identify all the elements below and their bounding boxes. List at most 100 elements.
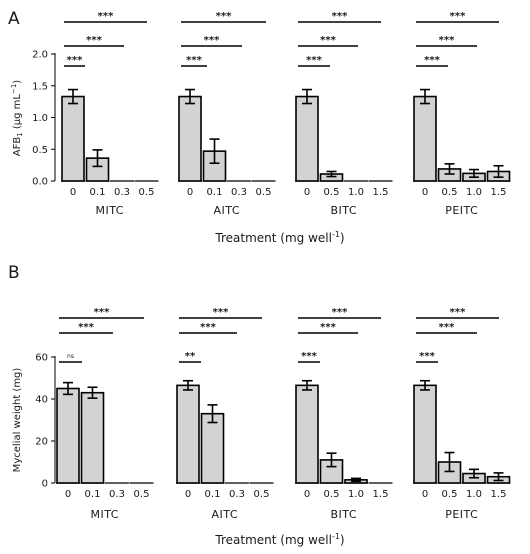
panel-b-group-label: AITC [211, 508, 238, 521]
panel-a-sig-label: *** [67, 55, 83, 66]
panel-a-sig-label: *** [186, 55, 202, 66]
panel-a-ylabel-main: AFB [12, 137, 23, 157]
panel-b-xlabel-close: ) [340, 533, 345, 547]
panel-b-x-tick-label: 0.5 [442, 489, 458, 500]
panel-b-sig-label: ns [67, 353, 74, 360]
panel-b-sig-label: *** [94, 307, 110, 318]
panel-b-sig-label: *** [439, 322, 455, 333]
panel-a-x-tick-label: 1.5 [373, 187, 389, 198]
panel-a-label: A [8, 9, 20, 29]
panel-a-x-tick-label: 0.5 [442, 187, 458, 198]
panel-a-bar [61, 95, 85, 182]
panel-b-x-tick-label: 1.5 [491, 489, 507, 500]
panel-b-sig-label: *** [213, 307, 229, 318]
panel-a-x-tick-label: 0.3 [114, 187, 130, 198]
panel-a-xlabel: Treatment (mg well-1) [214, 230, 344, 245]
panel-a-sig-label: *** [439, 35, 455, 46]
panel-a-group-label: BITC [330, 204, 357, 217]
panel-a-y-tick-label: 2.0 [32, 50, 48, 61]
panel-a-xlabel-sup: -1 [332, 230, 340, 239]
panel-a-x-tick-label: 0 [70, 187, 76, 198]
panel-b-y-tick-label: 20 [35, 437, 48, 448]
panel-a-x-tick-label: 0 [304, 187, 310, 198]
panel-b-label: B [8, 263, 20, 283]
panel-a-sig-label: *** [320, 35, 336, 46]
panel-a-group-label: AITC [213, 204, 240, 217]
panel-b-x-tick-label: 0.3 [229, 489, 245, 500]
panel-a: A AFB1 (μg mL−1) Treatment (mg well-1) [8, 9, 345, 245]
panel-b-sig-label: *** [78, 322, 94, 333]
panel-b-x-tick-label: 1.0 [466, 489, 482, 500]
panel-b-group-label: PEITC [445, 508, 478, 521]
panel-a-ylabel: AFB1 (μg mL−1) [10, 80, 24, 157]
panel-b-bar [176, 384, 200, 484]
panel-b-bar [295, 384, 319, 484]
panel-b-x-tick-label: 1.5 [373, 489, 389, 500]
panel-b-xlabel-main: Treatment (mg well [214, 533, 332, 547]
panel-b-y-tick-label: 60 [35, 353, 48, 364]
panel-a-sig-label: *** [86, 35, 102, 46]
panel-b-ylabel: Mycelial weight (mg) [12, 368, 23, 473]
panel-b-x-tick-label: 0 [185, 489, 191, 500]
panel-a-sig-label: *** [424, 55, 440, 66]
panel-a-group-label: MITC [96, 204, 125, 217]
panel-a-x-tick-label: 0 [422, 187, 428, 198]
panel-b-group-label: BITC [330, 508, 357, 521]
panel-a-ylabel-units: (μg mL [12, 94, 23, 133]
panel-b-x-tick-label: 1.0 [348, 489, 364, 500]
panel-a-xlabel-main: Treatment (mg well [214, 231, 332, 245]
panel-a-sig-label: *** [306, 55, 322, 66]
panel-a-y-tick-label: 0.0 [32, 177, 48, 188]
panel-b-x-tick-label: 0 [422, 489, 428, 500]
panel-a-x-tick-label: 0.1 [90, 187, 106, 198]
panel-b-bar [413, 384, 437, 484]
panel-a-y-tick-label: 0.5 [32, 145, 48, 156]
panel-b-sig-label: *** [200, 322, 216, 333]
panel-b-sig-label: *** [332, 307, 348, 318]
panel-a-ylabel-sub: 1 [16, 132, 24, 136]
panel-b-y-tick-label: 40 [35, 395, 48, 406]
panel-a-x-tick-label: 0.3 [231, 187, 247, 198]
panel-b-x-tick-label: 0.5 [324, 489, 340, 500]
panel-a-sig-label: *** [216, 11, 232, 22]
panel-b-x-tick-label: 0.3 [109, 489, 125, 500]
panel-b-xlabel-sup: -1 [332, 532, 340, 541]
panel-b-sig-label: ** [185, 351, 196, 362]
panel-b-x-tick-label: 0.5 [134, 489, 150, 500]
panel-b-x-tick-label: 0 [65, 489, 71, 500]
panel-a-sig-label: *** [450, 11, 466, 22]
panel-a-group-label: PEITC [445, 204, 478, 217]
panel-a-bar [178, 95, 202, 182]
panel-b-bar [200, 412, 225, 484]
panel-a-y-tick-label: 1.0 [32, 113, 48, 124]
panel-b-y-tick-label: 0 [42, 479, 48, 490]
panel-a-sig-label: *** [204, 35, 220, 46]
panel-a-ylabel-sup: −1 [10, 84, 18, 94]
panel-a-x-tick-label: 0 [187, 187, 193, 198]
panel-a-sig-label: *** [98, 11, 114, 22]
panel-a-xlabel-close: ) [340, 231, 345, 245]
panel-a-bar [413, 95, 437, 182]
panel-b-bar [56, 387, 80, 484]
panel-b-x-tick-label: 0 [304, 489, 310, 500]
panel-a-x-tick-label: 0.5 [139, 187, 155, 198]
panel-a-x-tick-label: 1.5 [491, 187, 507, 198]
panel-a-bar [295, 95, 319, 182]
panel-a-x-tick-label: 1.0 [348, 187, 364, 198]
panel-b-x-tick-label: 0.1 [85, 489, 101, 500]
panel-b-group-label: MITC [91, 508, 120, 521]
panel-b: B Mycelial weight (mg) Treatment (mg wel… [8, 263, 345, 547]
panel-b-bar [80, 391, 105, 484]
panel-b-sig-label: *** [320, 322, 336, 333]
panel-a-x-tick-label: 0.5 [324, 187, 340, 198]
panel-a-ylabel-close: ) [12, 80, 23, 84]
panel-b-sig-label: *** [419, 351, 435, 362]
panel-b-xlabel: Treatment (mg well-1) [214, 532, 344, 547]
panel-a-sig-label: *** [332, 11, 348, 22]
panel-a-x-tick-label: 1.0 [466, 187, 482, 198]
panel-b-x-tick-label: 0.1 [205, 489, 221, 500]
panel-b-sig-label: *** [301, 351, 317, 362]
panel-b-sig-label: *** [450, 307, 466, 318]
